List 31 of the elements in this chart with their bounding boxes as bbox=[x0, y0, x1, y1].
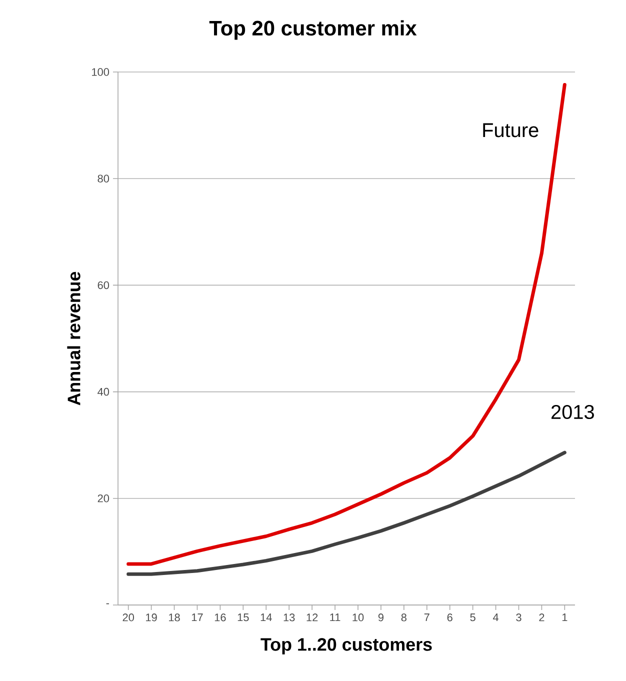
x-tick-label: 1 bbox=[562, 614, 568, 622]
x-tick-label: 8 bbox=[401, 614, 406, 622]
y-tick-label: 20 bbox=[98, 494, 110, 502]
x-tick-label: 4 bbox=[492, 614, 498, 622]
x-tick-label: 3 bbox=[516, 614, 522, 622]
chart-title: Top 20 customer mix bbox=[209, 20, 417, 40]
x-tick-label: 13 bbox=[284, 614, 295, 622]
y-tick-label: 80 bbox=[98, 174, 110, 182]
series-label: 2013 bbox=[552, 404, 594, 420]
x-tick-label: 19 bbox=[146, 614, 157, 622]
x-tick-label: 11 bbox=[330, 614, 340, 622]
x-axis-title: Top 1..20 customers bbox=[260, 638, 432, 654]
y-tick-label: 100 bbox=[92, 68, 110, 76]
x-tick-label: 16 bbox=[214, 614, 226, 622]
x-tick-label: 2 bbox=[539, 614, 544, 622]
x-tick-label: 18 bbox=[168, 614, 180, 622]
x-tick-label: 12 bbox=[306, 614, 318, 622]
x-tick-label: 15 bbox=[238, 614, 249, 622]
x-tick-label: 5 bbox=[470, 614, 476, 622]
y-axis-title: Annual revenue bbox=[67, 272, 80, 406]
series-label: Future bbox=[483, 123, 538, 138]
x-tick-label: 9 bbox=[378, 614, 384, 622]
x-tick-label: 10 bbox=[352, 614, 364, 622]
x-tick-label: 7 bbox=[424, 614, 430, 622]
y-tick-label: 40 bbox=[98, 388, 110, 396]
y-tick-label: - bbox=[106, 603, 109, 604]
x-tick-label: 14 bbox=[260, 614, 272, 622]
y-tick-label: 60 bbox=[98, 281, 110, 290]
x-tick-label: 17 bbox=[192, 614, 203, 622]
x-tick-label: 20 bbox=[122, 614, 134, 622]
x-tick-label: 6 bbox=[447, 614, 452, 622]
